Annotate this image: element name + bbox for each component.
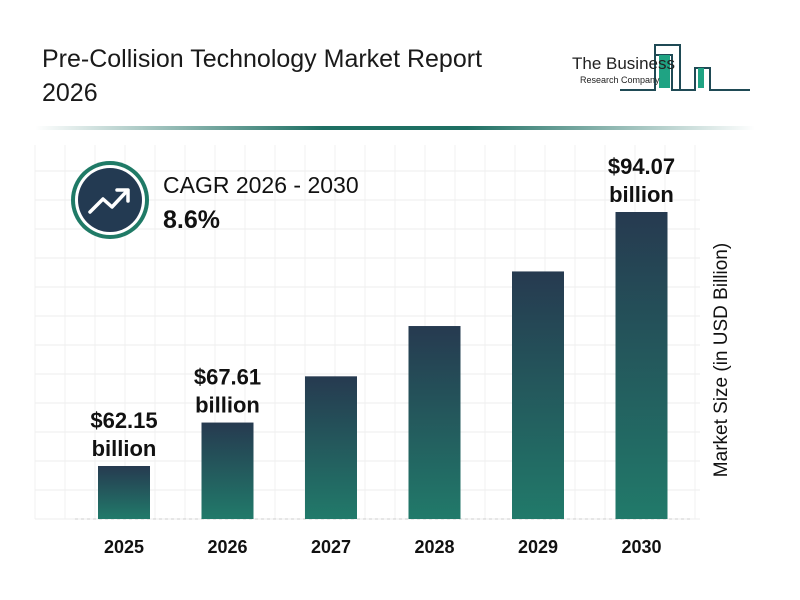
data-label-2026: billion [195, 393, 260, 418]
x-tick-2028: 2028 [414, 537, 454, 557]
x-tick-2027: 2027 [311, 537, 351, 557]
cagr-label: CAGR 2026 - 2030 [163, 172, 359, 198]
data-label-2030: billion [609, 182, 674, 207]
bar-2029 [512, 271, 564, 519]
y-axis-label: Market Size (in USD Billion) [711, 242, 732, 478]
bar-2026 [201, 422, 254, 519]
page-title: Pre-Collision Technology Market Report 2… [42, 45, 483, 107]
cagr-value: 8.6% [163, 206, 220, 234]
x-tick-2025: 2025 [104, 537, 144, 557]
bars [98, 212, 668, 519]
bar-2030 [615, 212, 668, 519]
logo-line2: Research Company [580, 75, 660, 85]
cagr-badge [71, 161, 149, 239]
x-tick-labels: 2025 2026 2027 2028 2029 2030 [104, 537, 662, 557]
data-label-2026: $67.61 [194, 365, 261, 390]
x-tick-2030: 2030 [621, 537, 661, 557]
bar-2028 [408, 326, 461, 519]
data-labels: $62.15 billion $67.61 billion $94.07 billion [90, 154, 675, 461]
x-tick-2026: 2026 [207, 537, 247, 557]
data-label-2025: $62.15 [90, 408, 157, 433]
company-logo: The Business Research Company [560, 30, 760, 100]
x-tick-2029: 2029 [518, 537, 558, 557]
bar-2027 [305, 376, 357, 519]
bar-2025 [98, 466, 150, 519]
trending-up-icon [88, 188, 130, 214]
data-label-2030: $94.07 [608, 154, 675, 179]
logo-line1: The Business [572, 54, 675, 73]
title-divider [35, 126, 755, 130]
data-label-2025: billion [92, 436, 157, 461]
